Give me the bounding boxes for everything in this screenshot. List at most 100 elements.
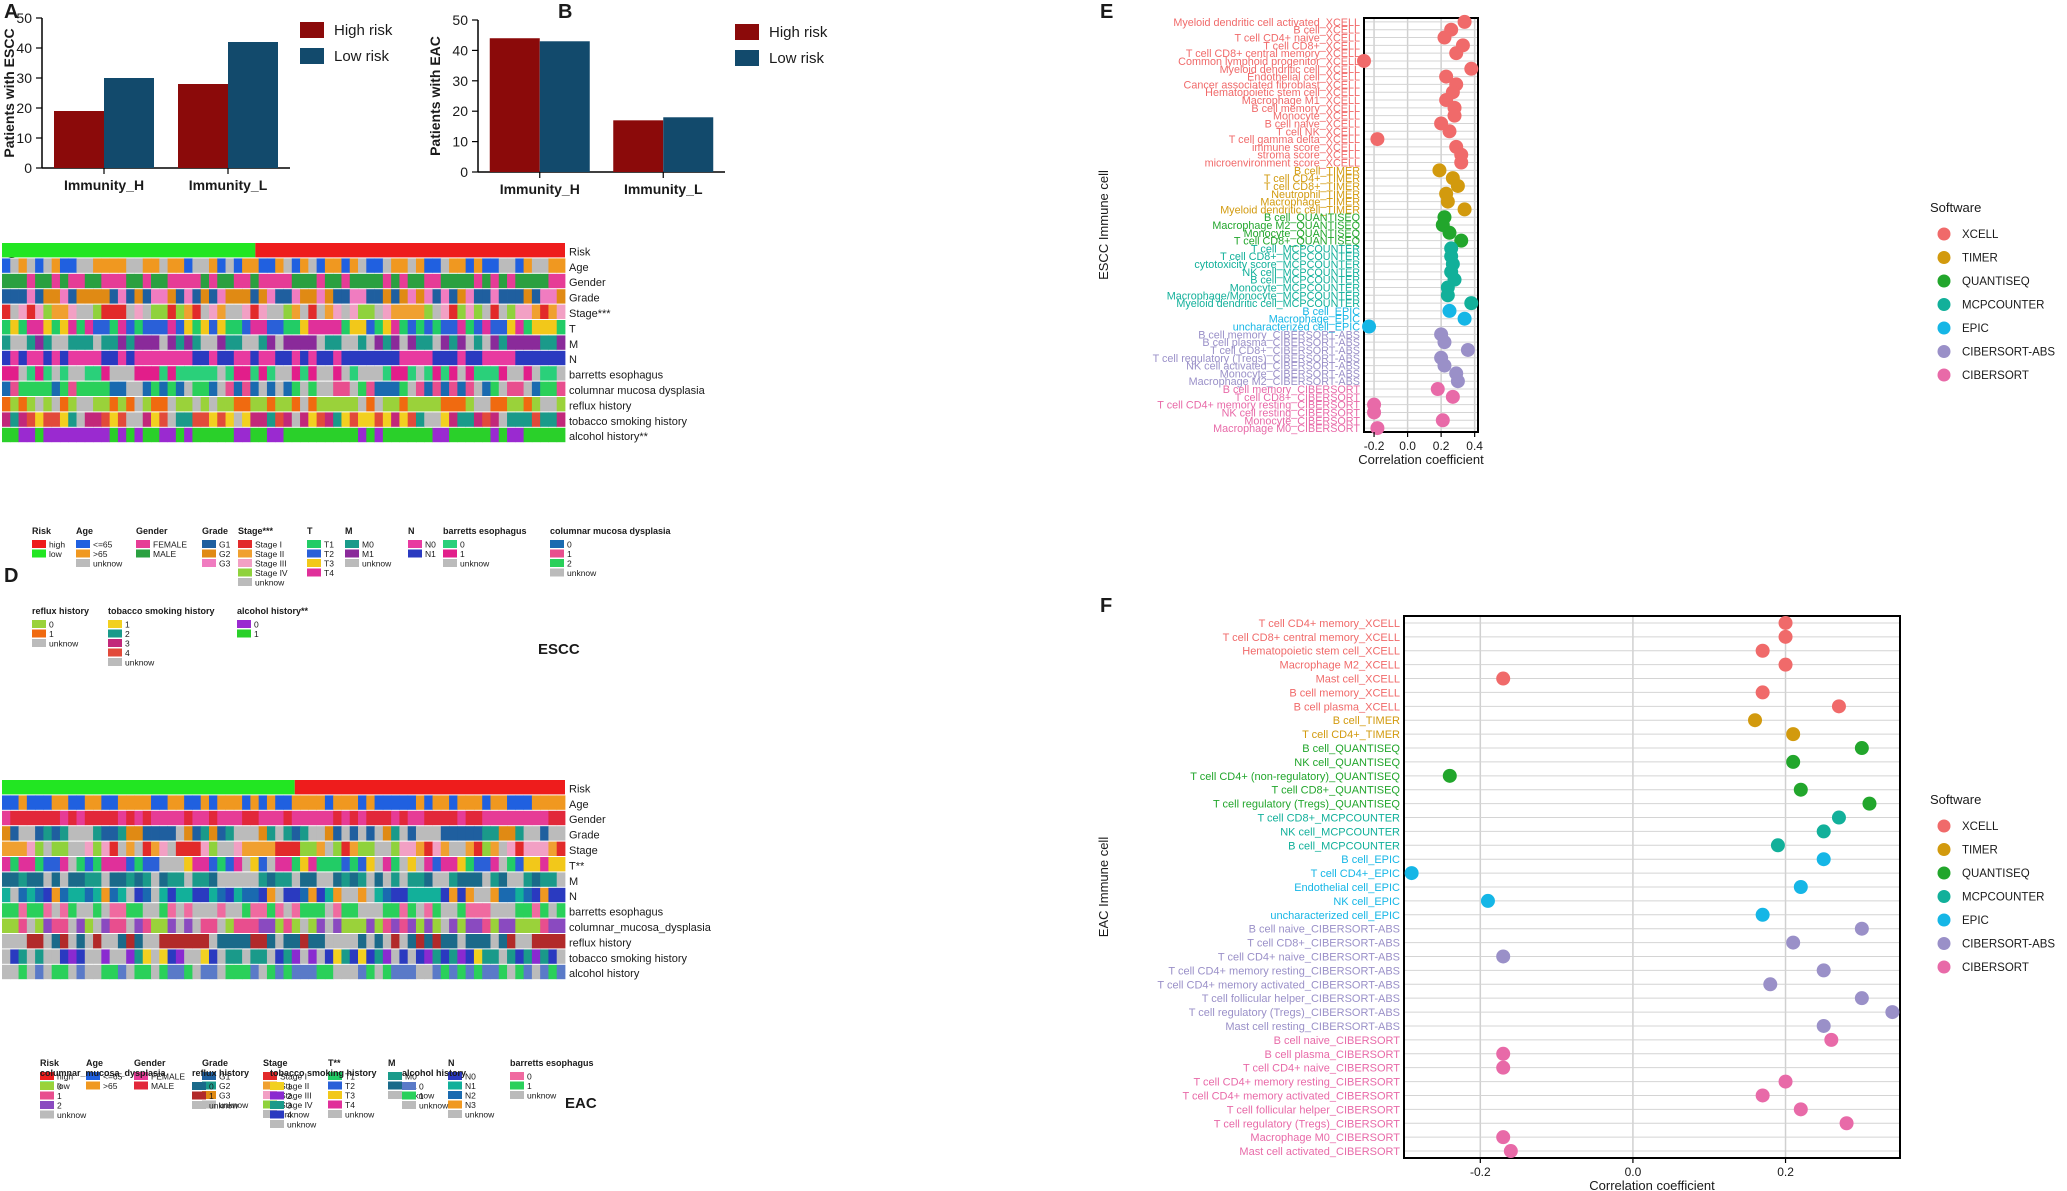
heatmap-cell: [84, 366, 94, 381]
legend-swatch: [32, 639, 46, 647]
heatmap-cell: [391, 366, 400, 381]
heatmap-cell: [35, 320, 44, 335]
heatmap-cell: [51, 810, 61, 826]
heatmap-cell: [490, 918, 500, 933]
legend-label: High risk: [769, 24, 828, 41]
heatmap-cell: [523, 350, 533, 366]
heatmap-cell: [424, 795, 433, 810]
heatmap-cell: [498, 273, 508, 289]
legend-swatch: [408, 549, 422, 558]
x-tick-label: -0.2: [1364, 439, 1385, 453]
heatmap-cell: [374, 366, 384, 381]
heatmap-cell: [358, 887, 367, 903]
data-point: [1430, 382, 1445, 397]
heatmap-cell: [134, 826, 144, 841]
heatmap-cell: [407, 304, 417, 319]
legend-group-title: Gender: [136, 526, 168, 536]
point-label: T cell CD8+_QUANTISEQ: [1272, 785, 1401, 797]
heatmap-row-label: Gender: [569, 814, 606, 826]
legend-item-label: Stage IV: [255, 568, 288, 578]
heatmap-cell: [473, 427, 483, 443]
heatmap-cell: [349, 258, 359, 273]
heatmap-cell: [26, 918, 36, 933]
legend-swatch: [345, 540, 359, 548]
legend-label: Low risk: [334, 48, 390, 65]
heatmap-cell: [26, 304, 36, 319]
heatmap-cell: [366, 795, 375, 810]
heatmap-cell: [523, 903, 533, 918]
heatmap-cell: [59, 795, 69, 810]
heatmap-cell: [358, 320, 367, 335]
bar-low-risk: [228, 42, 278, 168]
y-tick-label: 40: [452, 42, 468, 58]
heatmap-cell: [531, 258, 541, 273]
heatmap-cell: [440, 289, 450, 304]
heatmap-cell: [482, 872, 491, 887]
heatmap-cell: [59, 857, 69, 872]
heatmap-cell: [515, 320, 525, 335]
heatmap-cell: [233, 397, 243, 412]
data-point: [1885, 1005, 1900, 1020]
heatmap-cell: [507, 918, 516, 933]
heatmap-cell: [308, 397, 318, 412]
heatmap-cell: [432, 826, 442, 841]
heatmap-cell: [374, 949, 384, 964]
heatmap-cell: [76, 841, 86, 856]
heatmap-cell: [556, 887, 566, 903]
data-point: [1432, 163, 1447, 178]
heatmap-cell: [449, 304, 458, 319]
heatmap-cell: [208, 397, 218, 412]
heatmap-cell: [76, 335, 86, 350]
heatmap-cell: [266, 949, 276, 964]
heatmap-cell: [142, 366, 152, 381]
heatmap-cell: [192, 918, 202, 933]
heatmap-cell: [548, 320, 558, 335]
heatmap-cell: [93, 949, 102, 964]
heatmap-cell: [482, 826, 491, 841]
heatmap-cell: [300, 857, 309, 872]
heatmap-cell: [457, 810, 467, 826]
heatmap-cell: [258, 857, 268, 872]
heatmap-cell: [432, 810, 442, 826]
heatmap-cell: [159, 427, 168, 443]
heatmap-cell: [449, 320, 458, 335]
heatmap-cell: [316, 381, 326, 396]
heatmap-cell: [184, 810, 193, 826]
heatmap-cell: [84, 903, 94, 918]
heatmap-cell: [291, 273, 301, 289]
heatmap-cell: [358, 918, 367, 933]
heatmap-cell: [117, 872, 127, 887]
heatmap-cell: [482, 918, 491, 933]
heatmap-cell: [515, 258, 525, 273]
heatmap-cell: [523, 381, 533, 396]
heatmap-cell: [101, 320, 111, 335]
heatmap-cell: [374, 412, 384, 427]
heatmap-cell: [324, 350, 334, 366]
legend-swatch: [448, 1081, 462, 1090]
heatmap-cell: [192, 872, 202, 887]
heatmap-cell: [473, 304, 483, 319]
heatmap-cell: [59, 949, 69, 964]
heatmap-cell: [18, 350, 28, 366]
legend-item-label: N2: [465, 1091, 476, 1101]
heatmap-cell: [51, 320, 61, 335]
legend-item-label: 0: [49, 620, 54, 630]
heatmap-cell: [35, 381, 44, 396]
y-tick-label: 30: [452, 73, 468, 89]
legend-item-label: >65: [93, 549, 108, 559]
point-label: Macrophage M2_XCELL: [1280, 660, 1400, 672]
heatmap-cell: [424, 903, 433, 918]
heatmap-cell: [26, 857, 36, 872]
legend-item-label: Stage III: [255, 559, 287, 569]
point-label: Monocyte_QUANTISEQ: [1244, 228, 1360, 240]
heatmap-cell: [43, 872, 53, 887]
heatmap-cell: [349, 335, 359, 350]
legend-swatch: [448, 1072, 462, 1080]
heatmap-cell: [175, 887, 185, 903]
point-label: B cell_XCELL: [1293, 25, 1360, 37]
heatmap-cell: [341, 795, 351, 810]
heatmap-cell: [440, 273, 450, 289]
point-label: Myeloid dendritic cell_XCELL: [1220, 64, 1360, 76]
heatmap-cell: [142, 320, 152, 335]
heatmap-cell: [26, 412, 36, 427]
